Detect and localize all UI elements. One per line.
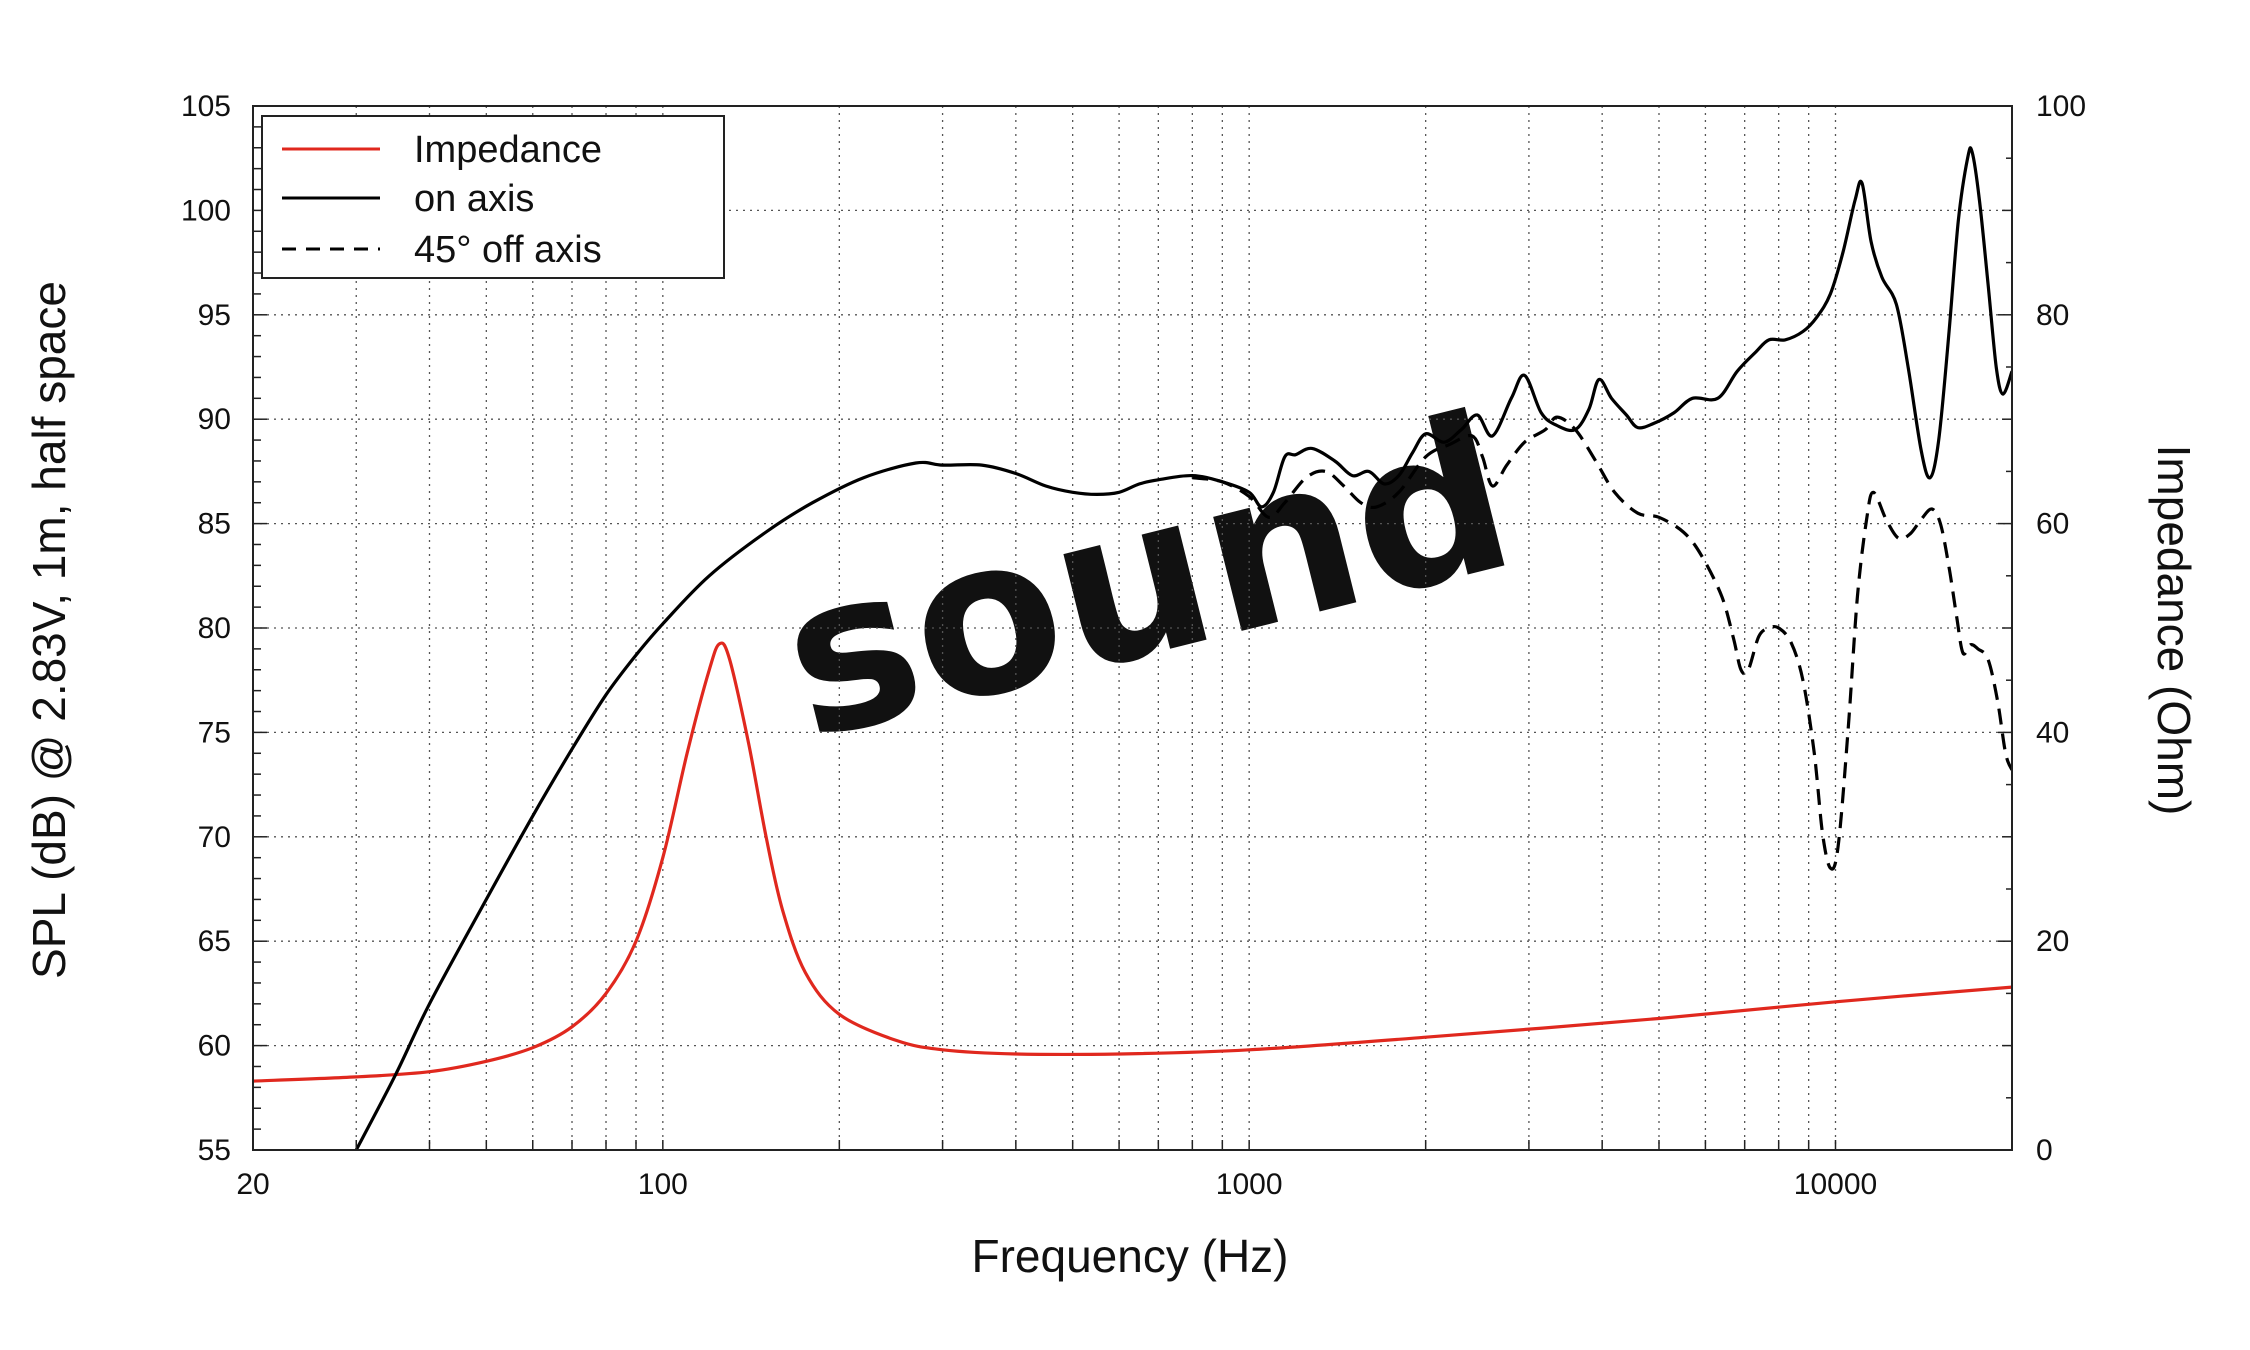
x-axis-title: Frequency (Hz) <box>972 1230 1289 1282</box>
legend-label-on-axis: on axis <box>414 178 534 220</box>
y2-tick-label: 80 <box>2036 299 2069 332</box>
y-tick-label: 80 <box>198 612 231 645</box>
y-axis-title: SPL (dB) @ 2.83V, 1m, half space <box>23 281 75 979</box>
y-tick-label: 100 <box>181 194 231 227</box>
tick-labels: 55 60 65 70 75 80 85 90 95 100 105 0 20 40 60 80 100 20 10… <box>181 90 2086 1201</box>
y-tick-label: 55 <box>198 1134 231 1167</box>
legend-label-impedance: Impedance <box>414 129 602 171</box>
ticks <box>253 105 2012 1151</box>
series-layer <box>253 146 2012 1150</box>
grid <box>253 106 2012 1150</box>
y2-tick-label: 20 <box>2036 925 2069 958</box>
legend: Impedance on axis 45° off axis <box>261 115 725 279</box>
series-45-off-axis <box>1192 415 2012 871</box>
y-tick-label: 70 <box>198 821 231 854</box>
y-tick-label: 65 <box>198 925 231 958</box>
x-tick-label: 1000 <box>1216 1168 1283 1201</box>
y-tick-label: 60 <box>198 1030 231 1063</box>
y2-tick-label: 40 <box>2036 716 2069 749</box>
y2-tick-label: 100 <box>2036 90 2086 123</box>
series-on-axis <box>354 146 2012 1150</box>
x-tick-label: 100 <box>638 1168 688 1201</box>
y-tick-label: 75 <box>198 716 231 749</box>
y2-tick-label: 60 <box>2036 508 2069 541</box>
y-tick-label: 85 <box>198 508 231 541</box>
y2-tick-label: 0 <box>2036 1134 2053 1167</box>
y-tick-label: 95 <box>198 299 231 332</box>
y2-axis-title: Impedance (Ohm) <box>2148 445 2200 816</box>
y-tick-label: 105 <box>181 90 231 123</box>
x-tick-label: 10000 <box>1794 1168 1877 1201</box>
series-impedance <box>253 641 2012 1083</box>
x-tick-label: 20 <box>236 1168 269 1201</box>
legend-label-off-axis: 45° off axis <box>414 229 602 271</box>
y-tick-label: 90 <box>198 403 231 436</box>
